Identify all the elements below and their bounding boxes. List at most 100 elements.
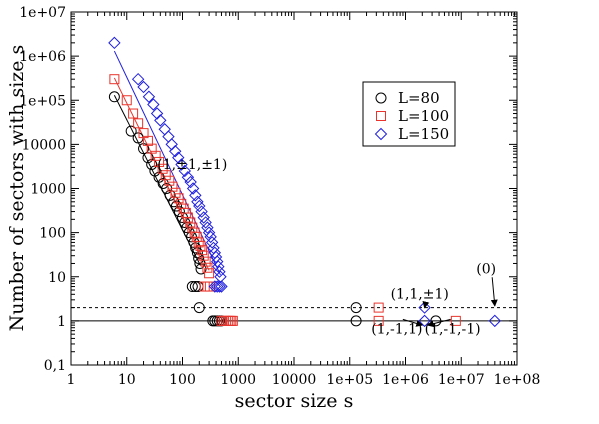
point-s1-39 [227, 315, 238, 326]
x-tick-label-6: 1e+06 [382, 372, 429, 388]
annotations: (1,±1,±1) (1,1,±1) (0) (1,-1,1) (1,-1,-1) [157, 157, 498, 337]
point-s2-1 [131, 72, 145, 86]
point-s2-6 [154, 114, 167, 127]
legend: L=80 L=100 L=150 [362, 81, 456, 147]
x-tick-label-8: 1e+08 [494, 372, 541, 388]
point-s0-28 [193, 302, 205, 314]
annotation-2: (0) [476, 261, 496, 277]
point-s2-16 [186, 182, 200, 195]
legend-marker-2 [374, 127, 388, 141]
x-tick-label-2: 100 [169, 372, 196, 388]
annotation-arrow-3 [402, 318, 424, 327]
point-s1-0 [109, 74, 120, 85]
point-s1-25 [197, 245, 208, 256]
point-s2-18 [191, 195, 204, 208]
annotation-3: (1,-1,1) [371, 321, 422, 337]
point-s2-37 [215, 280, 228, 293]
point-s1-11 [164, 175, 175, 186]
point-s2-22 [199, 216, 212, 229]
y-axis-title: Number of sectors with size s [6, 45, 28, 332]
point-s0-27 [192, 281, 204, 293]
point-s1-14 [173, 193, 184, 204]
point-s1-26 [198, 250, 209, 261]
annotation-4: (1,-1,-1) [425, 321, 481, 337]
y-tick-label-0: 0,1 [44, 358, 66, 374]
annotation-arrow-2 [490, 277, 498, 307]
point-s2-36 [213, 280, 226, 293]
point-s1-40 [373, 315, 384, 326]
point-s2-35 [211, 280, 224, 293]
point-s2-39 [418, 314, 431, 328]
annotation-1: (1,1,±1) [391, 287, 449, 303]
point-s1-29 [204, 268, 215, 279]
point-s1-28 [202, 262, 213, 273]
point-s2-19 [193, 199, 206, 213]
annotation-0: (1,±1,±1) [157, 157, 227, 173]
point-s2-9 [165, 138, 178, 151]
fit-line-1 [113, 77, 210, 271]
point-s1-5 [142, 135, 153, 146]
x-tick-label-3: 1000 [220, 372, 256, 388]
point-s1-6 [146, 143, 157, 154]
point-s2-2 [137, 80, 150, 94]
legend-box [362, 81, 456, 147]
point-s1-3 [133, 118, 144, 129]
point-s2-24 [202, 226, 216, 239]
legend-label-l100: L=100 [398, 107, 449, 125]
point-s2-10 [169, 145, 182, 158]
point-s2-26 [205, 236, 219, 249]
point-s1-2 [128, 108, 139, 119]
point-s1-7 [150, 150, 161, 161]
point-s1-31 [202, 281, 213, 292]
y-tick-label-7: 1e+06 [19, 49, 66, 65]
legend-label-l150: L=150 [398, 125, 449, 143]
data-points [108, 36, 502, 328]
x-axis-title: sector size s [235, 390, 354, 412]
point-s2-31 [212, 260, 225, 273]
plot-area [70, 11, 518, 366]
point-s2-5 [150, 107, 164, 120]
point-s2-17 [189, 189, 202, 202]
point-s1-10 [160, 170, 171, 181]
annotation-arrow-1 [422, 300, 430, 309]
point-s0-10 [164, 189, 176, 201]
point-s0-34 [350, 315, 362, 327]
point-s0-7 [153, 171, 165, 183]
point-s2-40 [488, 314, 502, 328]
x-tick-label-7: 1e+07 [438, 372, 485, 388]
point-s0-1 [125, 125, 137, 137]
point-s0-25 [186, 281, 198, 293]
point-s1-42 [450, 315, 461, 326]
point-s2-25 [204, 230, 217, 244]
point-s2-4 [147, 98, 160, 111]
y-tick-label-1: 1 [57, 314, 66, 330]
point-s1-41 [373, 302, 384, 313]
point-s1-13 [170, 187, 181, 198]
point-s0-16 [181, 222, 193, 234]
point-s2-0 [108, 36, 121, 50]
point-s2-13 [178, 164, 192, 178]
point-s1-8 [154, 156, 165, 167]
legend-marker-0 [375, 92, 387, 104]
y-tick-label-4: 1000 [30, 182, 66, 198]
point-s2-3 [142, 90, 156, 103]
y-tick-label-5: 10000 [21, 137, 66, 153]
point-s2-30 [211, 255, 224, 268]
x-tick-label-5: 1e+05 [326, 372, 373, 388]
point-s0-0 [108, 91, 120, 103]
y-axis: 0,1 1 10 100 1000 10000 1e+05 1e+06 1e+07 [19, 5, 517, 374]
point-s1-19 [185, 217, 196, 228]
point-s2-23 [201, 221, 214, 234]
point-s0-5 [146, 158, 158, 170]
point-s1-9 [157, 163, 168, 174]
annotation-arrow-4 [426, 318, 451, 328]
point-s2-11 [172, 151, 185, 164]
y-tick-label-8: 1e+07 [19, 5, 66, 21]
point-s0-22 [193, 252, 205, 264]
point-s1-1 [121, 95, 132, 106]
point-s1-27 [200, 256, 211, 267]
point-s2-12 [175, 158, 188, 171]
point-s2-15 [184, 175, 197, 189]
point-s2-8 [162, 130, 175, 143]
